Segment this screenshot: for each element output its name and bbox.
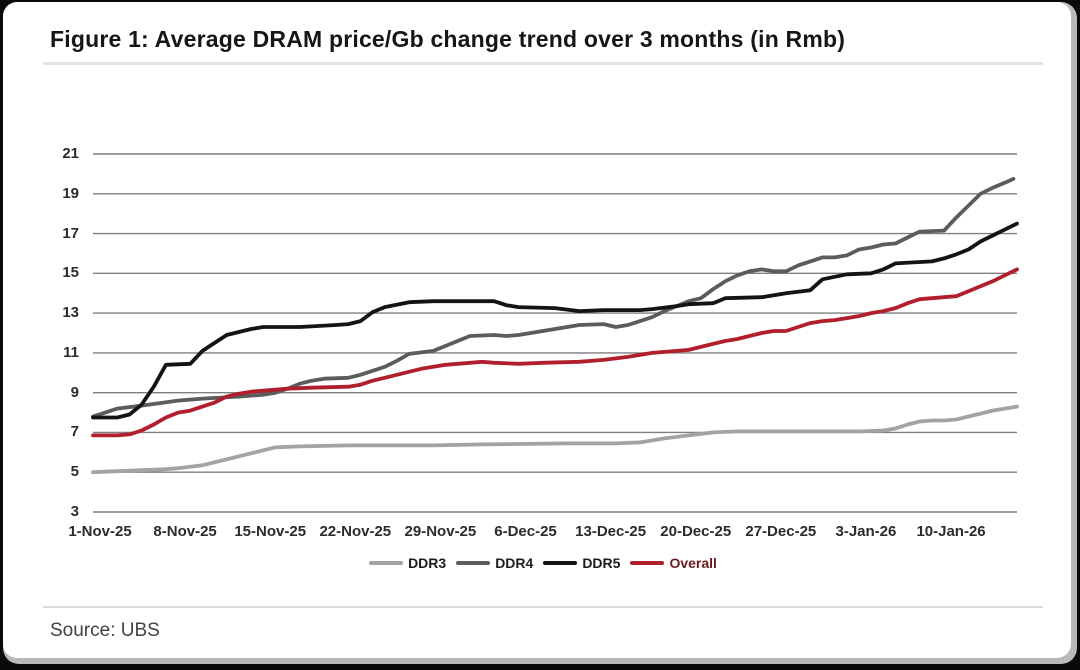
y-tick-label: 11 (31, 344, 79, 361)
x-tick-label: 22-Nov-25 (307, 523, 403, 540)
legend-item-overall: Overall (630, 555, 716, 571)
y-tick-label: 19 (31, 185, 79, 202)
legend-label: Overall (669, 555, 716, 571)
y-tick-label: 5 (31, 463, 79, 480)
x-tick-label: 13-Dec-25 (563, 523, 659, 540)
figure-card: Figure 1: Average DRAM price/Gb change t… (3, 2, 1071, 658)
legend-swatch-ddr5 (543, 561, 577, 565)
x-tick-label: 10-Jan-26 (903, 523, 999, 540)
y-tick-label: 9 (31, 384, 79, 401)
y-tick-label: 7 (31, 423, 79, 440)
legend-item-ddr3: DDR3 (369, 555, 446, 571)
legend-item-ddr5: DDR5 (543, 555, 620, 571)
series-line-ddr3 (93, 407, 1017, 473)
series-line-ddr5 (93, 224, 1017, 418)
x-tick-label: 8-Nov-25 (137, 523, 233, 540)
legend-swatch-ddr3 (369, 561, 403, 565)
x-tick-label: 1-Nov-25 (52, 523, 148, 540)
x-tick-label: 20-Dec-25 (648, 523, 744, 540)
y-tick-label: 15 (31, 264, 79, 281)
x-tick-label: 27-Dec-25 (733, 523, 829, 540)
y-tick-label: 13 (31, 304, 79, 321)
source-text: Source: UBS (50, 620, 160, 642)
footer-divider (43, 606, 1043, 608)
x-tick-label: 15-Nov-25 (222, 523, 318, 540)
y-tick-label: 3 (31, 503, 79, 520)
legend-item-ddr4: DDR4 (456, 555, 533, 571)
x-tick-label: 29-Nov-25 (392, 523, 488, 540)
legend-label: DDR3 (408, 555, 446, 571)
y-tick-label: 21 (31, 145, 79, 162)
legend-swatch-overall (630, 561, 664, 565)
legend-label: DDR5 (582, 555, 620, 571)
x-tick-label: 3-Jan-26 (818, 523, 914, 540)
series-line-ddr4 (93, 179, 1013, 417)
legend-swatch-ddr4 (456, 561, 490, 565)
x-tick-label: 6-Dec-25 (478, 523, 574, 540)
legend-label: DDR4 (495, 555, 533, 571)
chart-legend: DDR3 DDR4 DDR5 Overall (3, 555, 1080, 571)
y-tick-label: 17 (31, 225, 79, 242)
